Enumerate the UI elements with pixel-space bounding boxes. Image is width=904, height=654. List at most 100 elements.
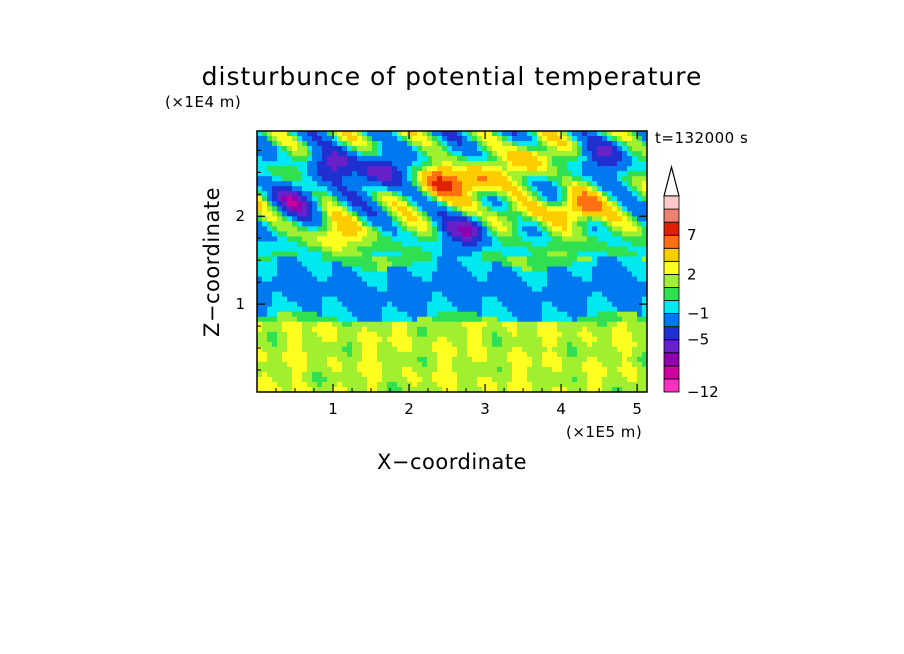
heatmap-cell: [347, 201, 353, 207]
heatmap-cell: [322, 211, 328, 217]
heatmap-cell: [312, 216, 323, 222]
heatmap-cell: [427, 191, 433, 197]
heatmap-cell: [357, 221, 363, 227]
heatmap-cell: [332, 271, 358, 278]
heatmap-cell: [597, 236, 623, 243]
heatmap-cell: [267, 206, 273, 212]
heatmap-cell: [487, 221, 493, 227]
heatmap-cell: [572, 171, 583, 177]
heatmap-cell: [522, 186, 528, 192]
heatmap-cell: [627, 151, 633, 157]
heatmap-cell: [502, 186, 518, 192]
heatmap-cell: [567, 251, 578, 258]
heatmap-cell: [382, 361, 423, 368]
heatmap-cell: [562, 131, 568, 137]
heatmap-cell: [417, 226, 428, 232]
heatmap-cell: [272, 196, 278, 202]
heatmap-cell: [342, 361, 358, 368]
heatmap-cell: [287, 131, 293, 137]
heatmap-cell: [272, 256, 278, 263]
heatmap-cell: [362, 356, 378, 363]
heatmap-cell: [607, 216, 623, 222]
heatmap-cell: [347, 146, 353, 152]
heatmap-cell: [642, 231, 647, 237]
colorbar-swatch: [663, 273, 680, 288]
heatmap-cell: [507, 191, 513, 197]
heatmap-cell: [287, 211, 298, 217]
heatmap-cell: [592, 331, 613, 338]
heatmap-cell: [392, 176, 403, 182]
heatmap-cell: [452, 341, 468, 348]
heatmap-cell: [507, 226, 513, 232]
x-tick-label: 5: [632, 400, 642, 418]
heatmap-cell: [477, 241, 493, 248]
heatmap-cell: [372, 136, 398, 142]
heatmap-cell: [307, 131, 318, 137]
heatmap-cell: [462, 181, 513, 187]
heatmap-cell: [552, 181, 558, 187]
heatmap-cell: [432, 291, 443, 298]
heatmap-cell: [597, 226, 608, 232]
heatmap-cell: [517, 226, 523, 232]
heatmap-cell: [432, 341, 453, 348]
heatmap-cell: [362, 151, 378, 157]
heatmap-cell: [327, 201, 333, 207]
heatmap-cell: [597, 321, 608, 328]
heatmap-cell: [432, 226, 438, 232]
heatmap-cell: [257, 161, 308, 167]
heatmap-cell: [572, 206, 583, 212]
colorbar: −12−5−127: [663, 164, 719, 401]
heatmap-cell: [567, 351, 578, 358]
heatmap-cell: [322, 221, 328, 227]
heatmap-cell: [507, 306, 543, 313]
heatmap-cell: [382, 231, 393, 237]
heatmap-cell: [332, 211, 343, 217]
heatmap-cell: [642, 196, 647, 202]
heatmap-cell: [417, 186, 423, 192]
heatmap-cell: [507, 256, 528, 263]
heatmap-cell: [567, 386, 588, 392]
heatmap-cell: [432, 186, 438, 192]
heatmap-cell: [577, 251, 608, 258]
heatmap-cell: [297, 221, 303, 227]
heatmap-cell: [622, 156, 633, 162]
heatmap-cell: [397, 306, 428, 313]
heatmap-cell: [412, 176, 418, 182]
heatmap-cell: [507, 156, 538, 162]
heatmap-cell: [637, 226, 643, 232]
heatmap-cell: [292, 156, 308, 162]
heatmap-cell: [357, 246, 423, 253]
heatmap-cell: [582, 151, 593, 157]
x-axis-label: X−coordinate: [377, 450, 527, 474]
heatmap-cell: [512, 201, 518, 207]
heatmap-cell: [302, 186, 328, 192]
heatmap-cell: [537, 326, 558, 333]
heatmap-cell: [362, 221, 368, 227]
heatmap-cell: [487, 356, 508, 363]
heatmap-cell: [562, 356, 588, 363]
heatmap-cell: [352, 211, 358, 217]
heatmap-cell: [257, 211, 263, 217]
heatmap-cell: [317, 196, 323, 202]
heatmap-cell: [577, 346, 618, 353]
heatmap-cell: [387, 281, 528, 288]
heatmap-cell: [287, 336, 303, 343]
heatmap-cell: [472, 136, 478, 142]
heatmap-cell: [457, 226, 473, 232]
heatmap-cell: [627, 216, 633, 222]
heatmap-cell: [417, 171, 423, 177]
heatmap-cell: [577, 136, 588, 142]
heatmap-cell: [392, 191, 398, 197]
colorbar-swatch: [663, 287, 680, 301]
heatmap-cell: [592, 186, 598, 192]
heatmap-cell: [517, 131, 528, 137]
heatmap-cell: [367, 141, 373, 147]
heatmap-cell: [412, 136, 428, 142]
heatmap-cell: [267, 306, 303, 313]
heatmap-cell: [347, 241, 373, 248]
heatmap-cell: [332, 221, 338, 227]
heatmap-cell: [642, 351, 647, 358]
heatmap-cell: [447, 226, 458, 232]
heatmap-cell: [282, 141, 298, 147]
heatmap-cell: [517, 316, 543, 323]
